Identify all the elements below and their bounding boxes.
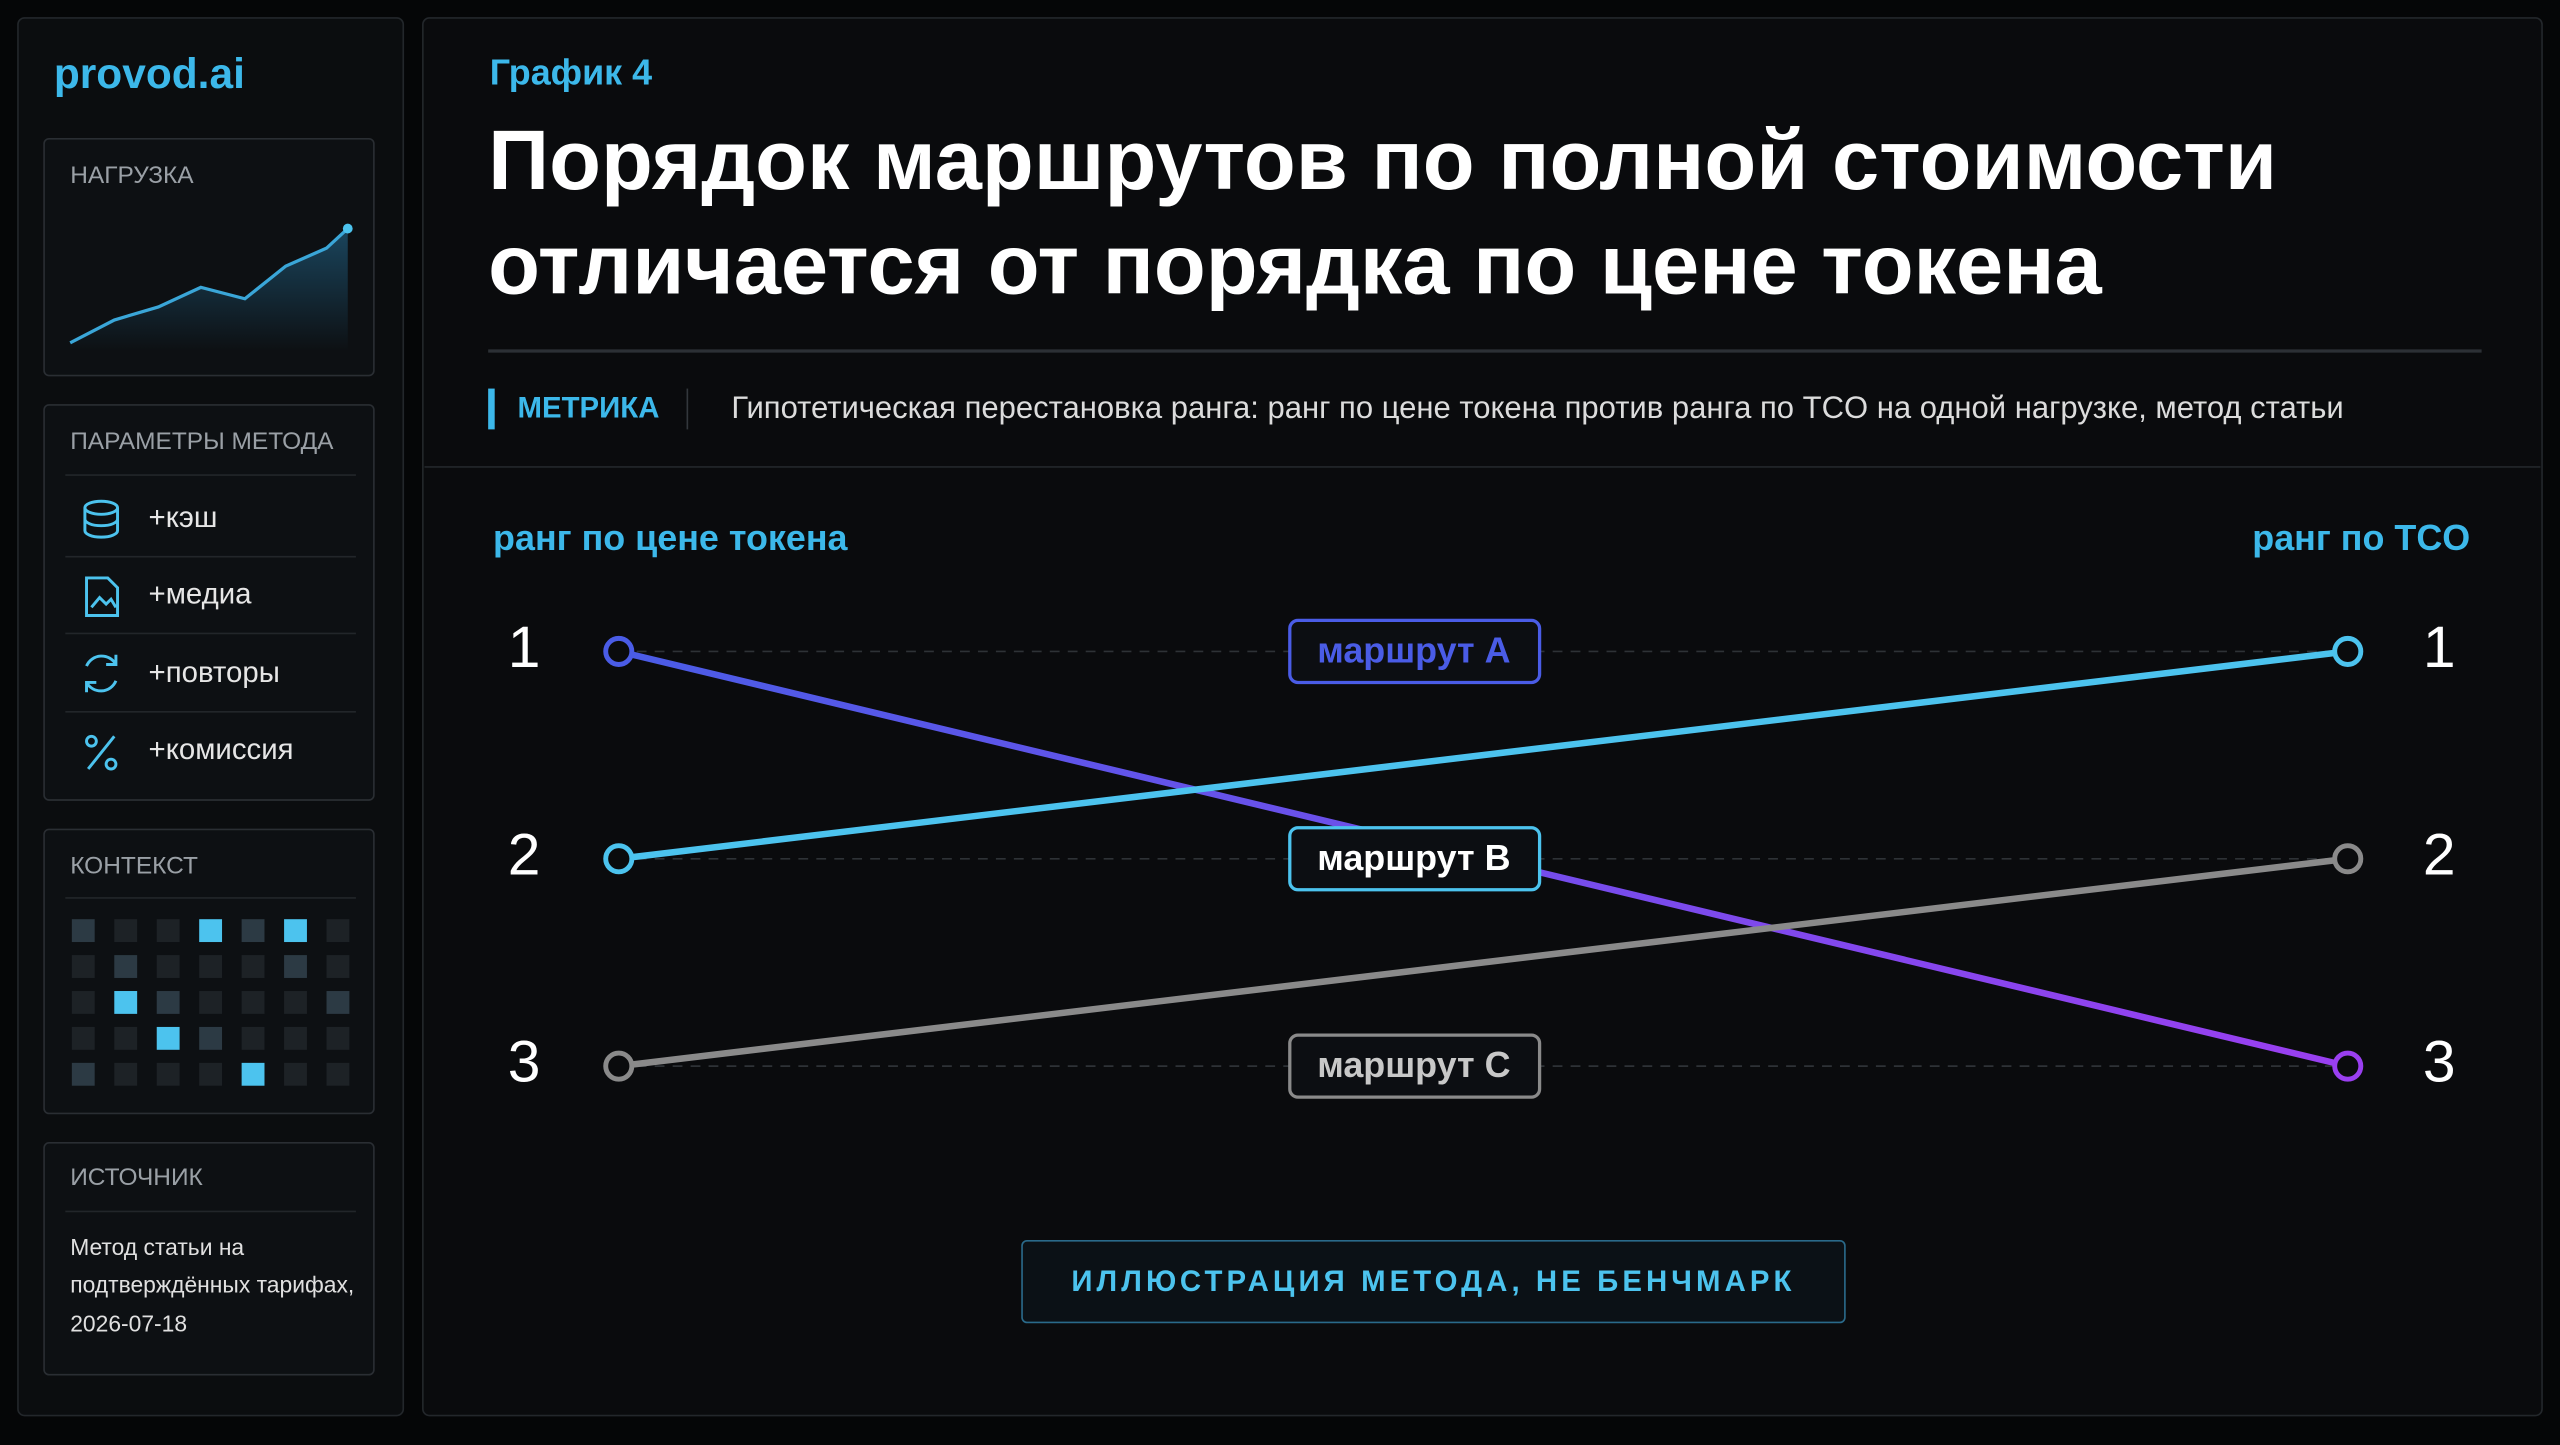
point: [603, 1050, 635, 1082]
context-cell: [199, 1062, 223, 1086]
context-cell: [284, 919, 307, 943]
footer-badge: [1021, 1240, 1846, 1324]
icons: [83, 499, 120, 771]
context-cell: [114, 955, 138, 978]
context-cell: [156, 1026, 180, 1050]
chart-title: отличается от порядка по цене токена: [488, 216, 2102, 311]
legend-badge: [1288, 826, 1542, 892]
y-tick-label: 1: [508, 615, 541, 680]
context-cell: [241, 955, 265, 978]
brand[interactable]: provod.ai: [54, 50, 245, 97]
context-cell: [71, 955, 95, 978]
context-cell: [71, 991, 95, 1014]
sparkline: [69, 227, 349, 345]
param[interactable]: +комиссия: [149, 733, 294, 766]
card-title: ИСТОЧНИК: [70, 1164, 203, 1191]
metric-label: МЕТРИКА: [518, 392, 660, 425]
context-cell: [284, 991, 307, 1014]
card-title: ПАРАМЕТРЫ МЕТОДА: [70, 428, 334, 455]
context-cell: [199, 919, 223, 943]
context-cell: [156, 1062, 180, 1086]
context-cell: [284, 1026, 307, 1050]
chart-title: Порядок маршрутов по полной стоимости: [488, 112, 2277, 207]
context-cell: [241, 1062, 265, 1086]
context-cell: [326, 991, 350, 1014]
context-card: КОНТЕКСТ: [43, 828, 375, 1115]
context-cell: [241, 919, 265, 943]
load-card: НАГРУЗКА: [43, 137, 375, 377]
series-line: [615, 855, 2352, 1070]
point: [603, 843, 635, 875]
plot: 1 2 3 1 2 3 маршрут A маршрут B маршрут C: [508, 615, 2456, 1099]
y2-tick-label: 2: [2423, 822, 2456, 887]
point: [2332, 1050, 2364, 1082]
card: [43, 1142, 375, 1376]
context-cell: [71, 1026, 95, 1050]
card-title: КОНТЕКСТ: [70, 852, 198, 879]
point: [603, 635, 635, 667]
icon-percent: [104, 757, 118, 771]
context-cell: [156, 955, 180, 978]
metric-text: Гипотетическая перестановка ранга: ранг …: [731, 390, 2343, 425]
y-tick-label: 3: [508, 1030, 541, 1095]
y-tick-label: 2: [508, 822, 541, 887]
sparkline-dot: [342, 223, 353, 234]
param[interactable]: +повторы: [149, 656, 280, 689]
param[interactable]: +медиа: [149, 578, 253, 611]
context-cell: [326, 919, 350, 943]
source-text: подтверждённых тарифах,: [70, 1272, 354, 1298]
context-cell: [284, 1062, 307, 1086]
series-line: [615, 648, 2352, 863]
y2-tick-label: 3: [2423, 1030, 2456, 1095]
metric-bar: [488, 388, 495, 430]
main-panel: [422, 17, 2543, 1417]
context-cell: [156, 991, 180, 1014]
context-cell: [326, 1062, 350, 1086]
context-cell: [326, 1026, 350, 1050]
param[interactable]: +кэш: [149, 501, 218, 534]
icon-retry: [85, 654, 118, 693]
icon-percent: [87, 735, 116, 770]
kicker: График 4: [490, 52, 652, 93]
context-cell: [284, 955, 307, 978]
source-text: 2026-07-18: [70, 1311, 187, 1337]
context-cell: [199, 991, 223, 1014]
point: [2332, 635, 2364, 667]
params-card: ПАРАМЕТРЫ МЕТОДА +кэш +медиа +повторы +к…: [43, 404, 375, 801]
context-cell: [114, 919, 138, 943]
legend-label: маршрут C: [1317, 1044, 1510, 1085]
legend-label: маршрут B: [1317, 837, 1510, 878]
axis-label: ранг по TCO: [2252, 517, 2470, 558]
context-cell: [241, 1026, 265, 1050]
context-cell: [241, 991, 265, 1014]
icon-cache: [83, 507, 120, 539]
context-grid: [71, 919, 350, 1086]
context-cell: [114, 1062, 138, 1086]
y2-tick-label: 1: [2423, 615, 2456, 680]
context-cell: [156, 919, 180, 943]
context-cell: [71, 1062, 95, 1086]
axis-label: ранг по цене токена: [493, 517, 848, 558]
point: [2332, 843, 2364, 875]
context-cell: [199, 1026, 223, 1050]
context-cell: [326, 955, 350, 978]
context-cell: [114, 991, 138, 1014]
context-cell: [114, 1026, 138, 1050]
legend-label: маршрут A: [1317, 630, 1510, 671]
context-cell: [71, 919, 95, 943]
icon-percent: [85, 734, 98, 748]
card-title: НАГРУЗКА: [70, 162, 194, 189]
icon-media: [85, 576, 120, 617]
legend-badge: [1288, 618, 1542, 685]
context-cell: [199, 955, 223, 978]
footer-text: ИЛЛЮСТРАЦИЯ МЕТОДА, НЕ БЕНЧМАРК: [1071, 1265, 1795, 1298]
source-text: Метод статьи на: [70, 1234, 244, 1260]
source-card: ИСТОЧНИК Метод статьи на подтверждённых …: [43, 1142, 375, 1376]
legend-badge: [1288, 1033, 1542, 1099]
card: [43, 404, 375, 801]
